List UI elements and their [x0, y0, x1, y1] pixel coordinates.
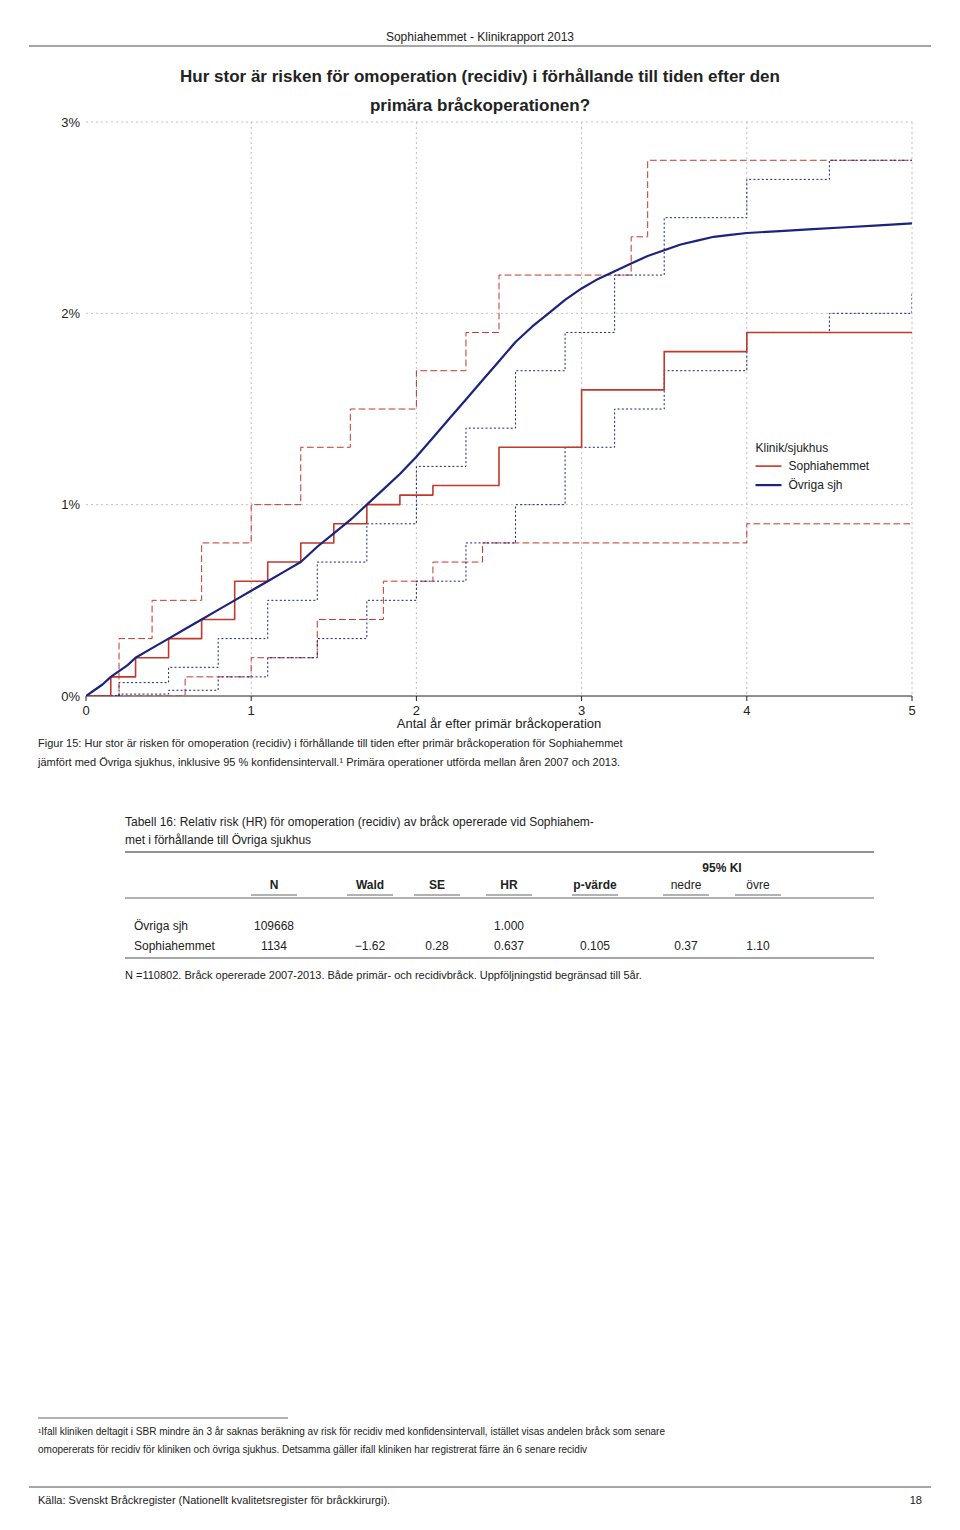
x-axis-line — [86, 696, 912, 697]
header-rule — [29, 46, 931, 47]
x-axis: 012345 — [82, 696, 915, 718]
table-cell: 0.28 — [425, 939, 449, 953]
series-line — [86, 223, 912, 696]
table-rule — [125, 852, 874, 853]
table-header: p-värde — [573, 878, 617, 892]
footnote: ¹Ifall kliniken deltagit i SBR mindre än… — [38, 1426, 665, 1437]
x-tick — [251, 696, 252, 701]
y-tick-label: 2% — [61, 306, 80, 321]
table-title: met i förhållande till Övriga sjukhus — [125, 833, 311, 847]
header-underline — [486, 895, 532, 896]
x-tick-label: 0 — [82, 703, 89, 718]
table-rule — [125, 958, 874, 959]
page: Sophiahemmet - Klinikrapport 2013 Hur sto… — [0, 0, 960, 1530]
y-tick-label: 0% — [61, 689, 80, 704]
page-title: Sophiahemmet - Klinikrapport 2013 — [386, 30, 574, 44]
legend-label: Sophiahemmet — [788, 459, 869, 473]
y-axis: 0% 1% 2% 3% — [61, 115, 80, 704]
chart-title: primära bråckoperationen? — [370, 96, 590, 115]
ci-line — [86, 294, 912, 696]
x-tick-label: 4 — [743, 703, 750, 718]
ci-line — [86, 160, 912, 696]
row-label: Övriga sjh — [134, 919, 188, 933]
table-header: N — [270, 878, 279, 892]
header-underline — [735, 895, 781, 896]
x-tick-label: 1 — [248, 703, 255, 718]
table-cell: 109668 — [254, 919, 294, 933]
x-tick — [746, 696, 747, 701]
table: Tabell 16: Relativ risk (HR) för omopera… — [125, 815, 874, 981]
x-axis-label: Antal år efter primär bråckoperation — [397, 716, 601, 731]
table-header: 95% KI — [702, 861, 741, 875]
table-header: HR — [500, 878, 518, 892]
table-cell: 1.10 — [746, 939, 770, 953]
table-cell: 0.637 — [494, 939, 524, 953]
x-tick — [912, 696, 913, 701]
table-footnote: N =110802. Bråck opererade 2007-2013. Bå… — [125, 969, 642, 981]
footer-rule — [29, 1487, 931, 1488]
legend-title: Klinik/sjukhus — [755, 441, 828, 455]
x-tick-label: 5 — [908, 703, 915, 718]
page-number: 18 — [910, 1494, 922, 1506]
table-cell: 0.105 — [580, 939, 610, 953]
source: Källa: Svenskt Bråckregister (Nationellt… — [38, 1494, 390, 1506]
row-label: Sophiahemmet — [134, 939, 215, 953]
x-tick — [86, 696, 87, 701]
table-header: Wald — [356, 878, 384, 892]
header-underline — [663, 895, 709, 896]
grid-line-y — [86, 122, 912, 123]
footnote: omopererats för recidiv för kliniken och… — [38, 1444, 587, 1455]
legend-swatch — [755, 465, 781, 467]
figure-caption: Figur 15: Hur stor är risken för omopera… — [38, 737, 622, 749]
table-header: nedre — [671, 878, 702, 892]
x-tick — [581, 696, 582, 701]
grid-line-x — [251, 122, 252, 696]
chart: 0%1%2%3%012345Antal år efter primär bråc… — [61, 115, 915, 732]
legend-swatch — [755, 484, 781, 486]
grid-line-x — [912, 122, 913, 696]
legend-label: Övriga sjh — [788, 478, 842, 492]
ci-line — [86, 524, 912, 696]
header-underline — [572, 895, 618, 896]
plot-area — [86, 160, 912, 696]
figure-caption: jämfört med Övriga sjukhus, inklusive 95… — [37, 756, 620, 768]
table-cell: 1.000 — [494, 919, 524, 933]
y-tick-label: 3% — [61, 115, 80, 130]
table-title: Tabell 16: Relativ risk (HR) för omopera… — [125, 815, 594, 829]
grid-line-x — [416, 122, 417, 696]
x-tick — [416, 696, 417, 701]
table-header: SE — [429, 878, 445, 892]
chart-title: Hur stor är risken för omoperation (reci… — [180, 67, 780, 86]
footnote-rule — [38, 1418, 288, 1419]
table-cell: −1.62 — [355, 939, 386, 953]
legend: Klinik/sjukhus Sophiahemmet Övriga sjh — [755, 441, 869, 492]
header-underline — [251, 895, 297, 896]
grid-line-x — [746, 122, 747, 696]
table-cell: 1134 — [261, 939, 287, 953]
ci-line — [86, 160, 912, 696]
grid — [86, 122, 912, 696]
grid-line-y — [86, 504, 912, 505]
table-cell: 0.37 — [674, 939, 698, 953]
header-underline — [347, 895, 393, 896]
table-rule — [125, 898, 874, 899]
header-underline — [414, 895, 460, 896]
table-header: övre — [746, 878, 770, 892]
background — [0, 0, 960, 1530]
y-tick-label: 1% — [61, 497, 80, 512]
series-line — [86, 332, 912, 696]
